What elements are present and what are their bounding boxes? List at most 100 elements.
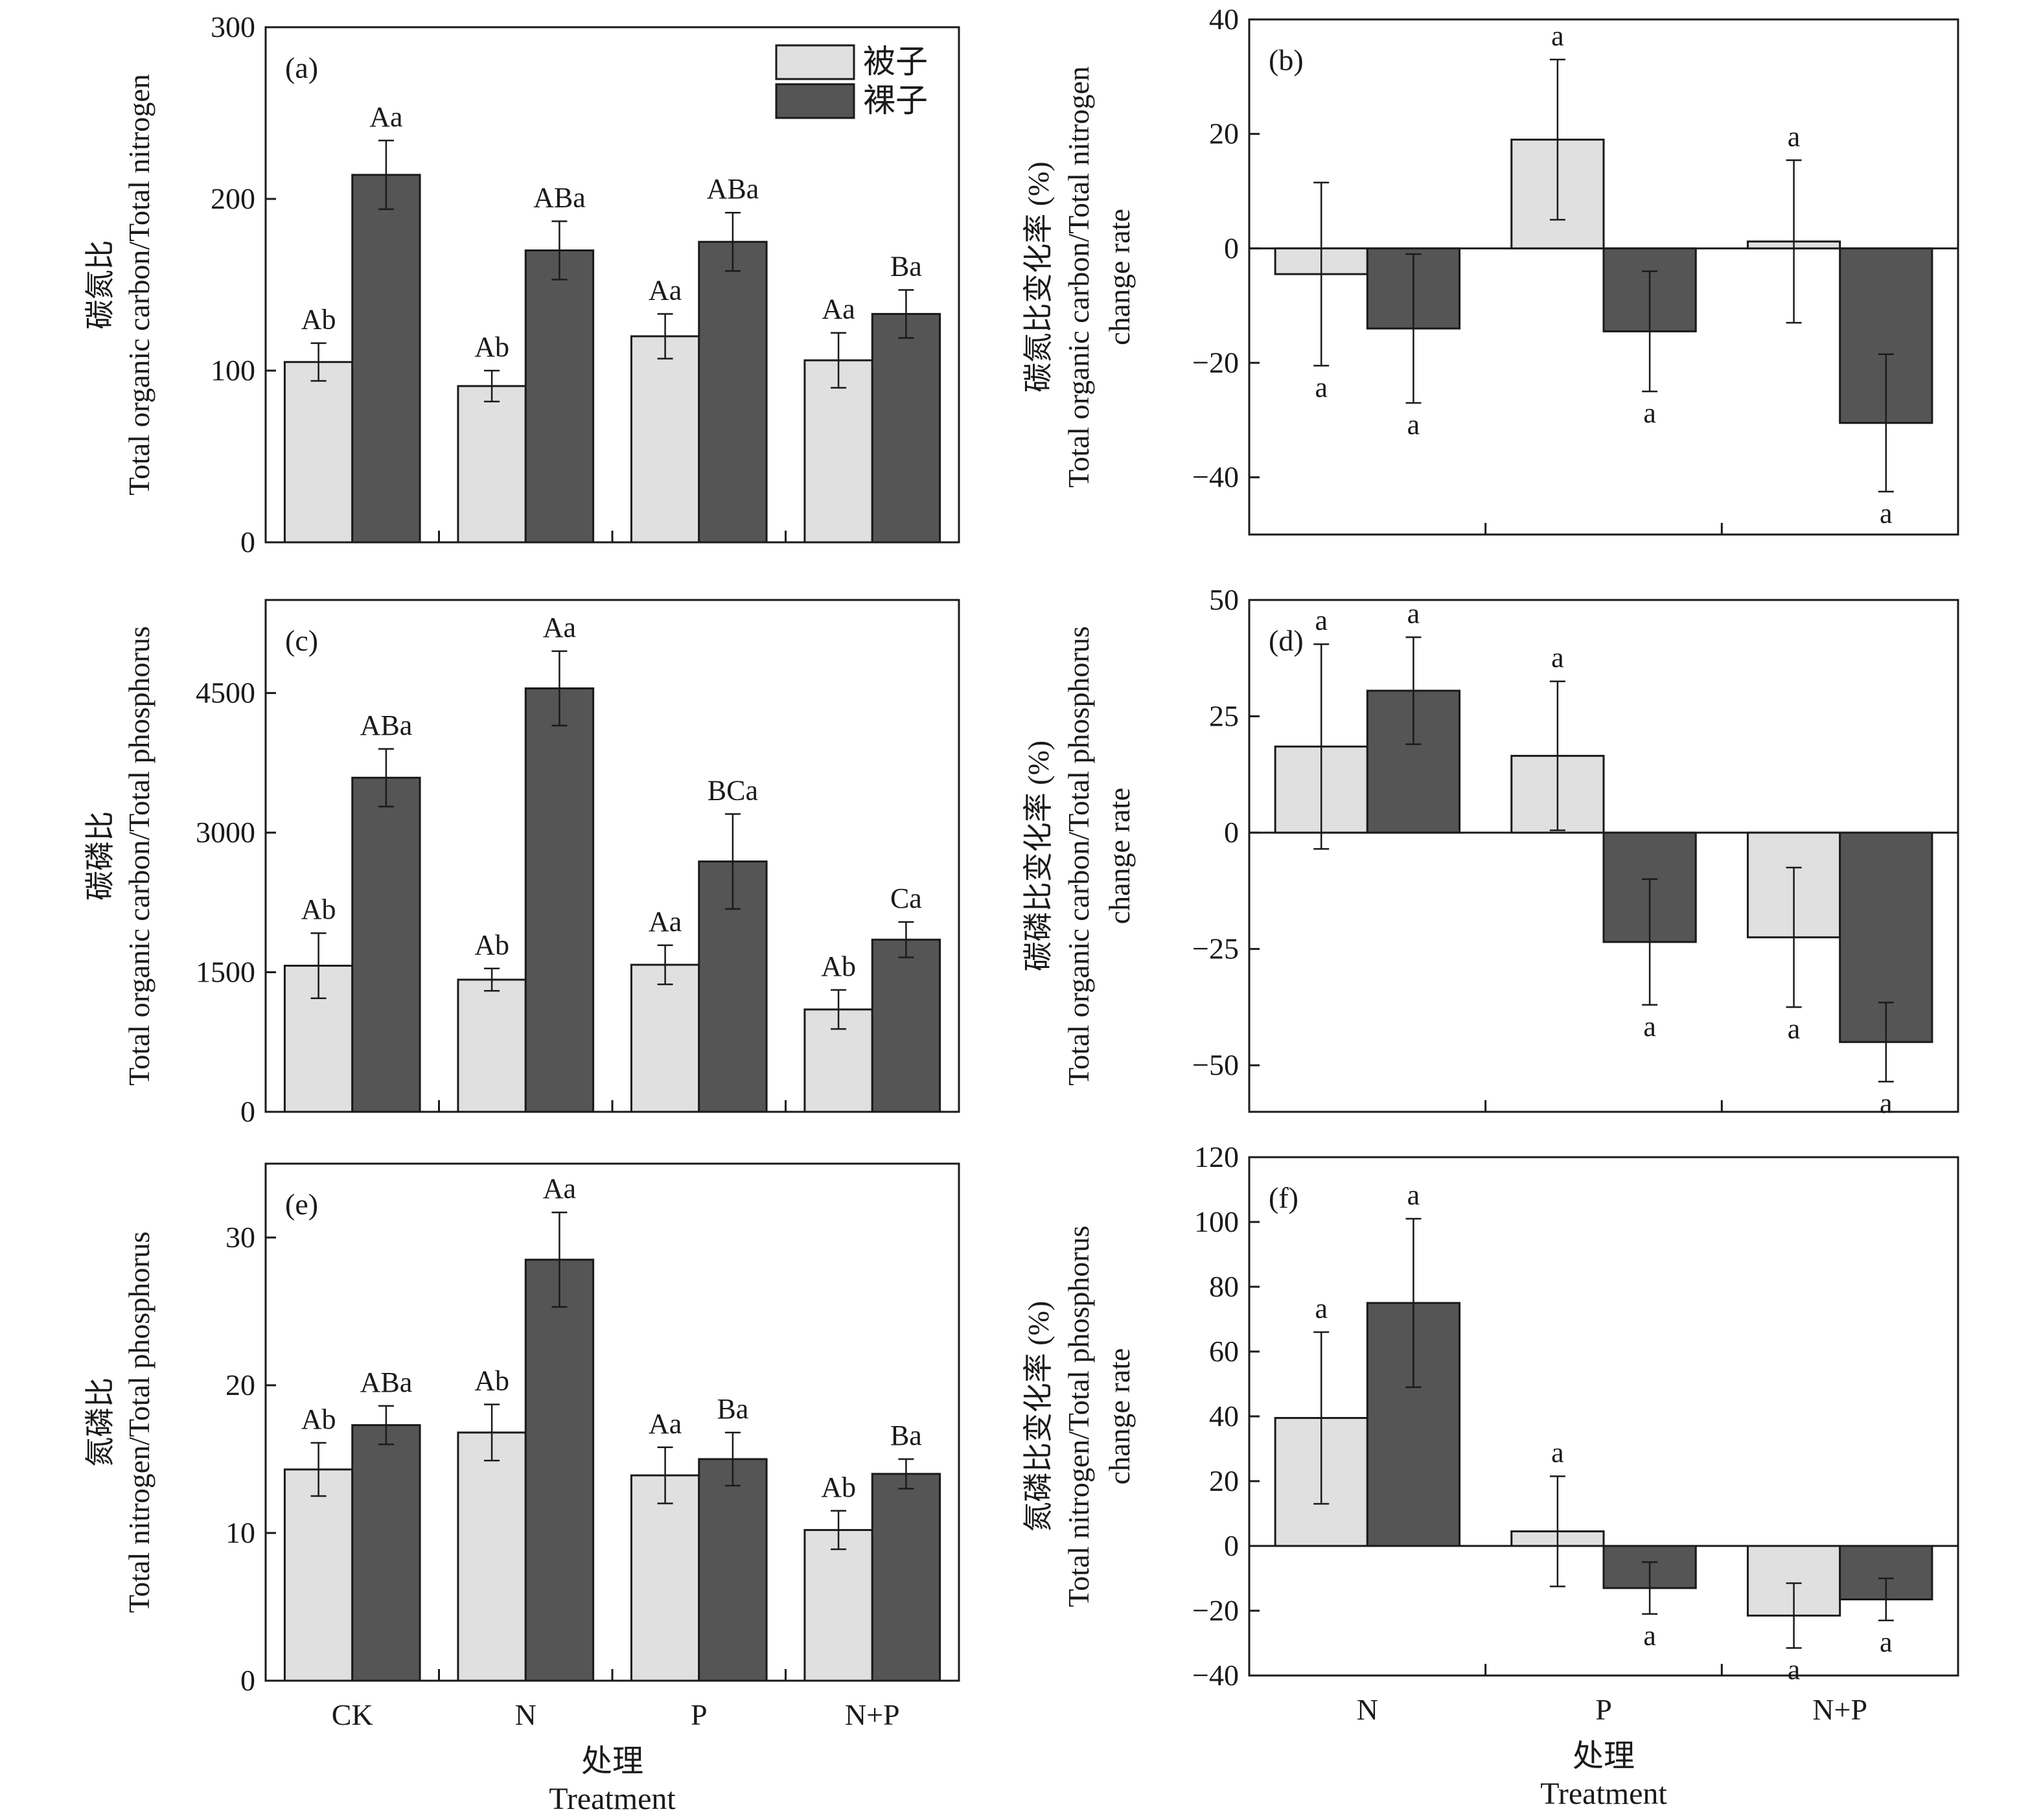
panel-a-sig-label: ABa (533, 181, 586, 213)
panel-c-ytick-label: 0 (240, 1095, 255, 1128)
panel-e-bar-gymnosperm (524, 1258, 595, 1682)
panel-e-ytick-label: 0 (240, 1664, 255, 1697)
legend-label-angiosperm: 被子 (863, 43, 928, 80)
legend-label-gymnosperm: 裸子 (863, 82, 928, 119)
panel-e-bar-angiosperm (630, 1474, 700, 1682)
panel-f-ytick-label: 20 (1209, 1464, 1239, 1497)
panel-d-sig-label: a (1788, 1013, 1801, 1044)
panel-b-ytick-label: −20 (1192, 346, 1239, 379)
panel-b-sig-label: a (1315, 371, 1328, 403)
panel-c-sig-label: Ab (474, 929, 509, 961)
legend-swatch-gymnosperm (775, 83, 855, 119)
panel-c-sig-label: Aa (649, 906, 682, 938)
panel-a-sig-label: Ba (890, 250, 922, 282)
panel-b-tag: (b) (1269, 43, 1304, 76)
panel-c-bar-gymnosperm (524, 687, 595, 1113)
panel-f-xtick-label: P (1595, 1693, 1612, 1726)
panel-a-sig-label: Aa (822, 294, 855, 325)
panel-a-bar-angiosperm (283, 361, 354, 544)
panel-d-sig-label: a (1880, 1087, 1893, 1119)
panel-b-ylabel: Total organic carbon/Total nitrogen (1062, 66, 1095, 488)
panel-c-bar-gymnosperm (871, 938, 941, 1113)
panel-a-sig-label: Ab (474, 331, 509, 363)
panel-c-sig-label: Ab (301, 893, 336, 925)
panel-e-bar-gymnosperm (698, 1458, 768, 1682)
panel-d-ytick-label: −25 (1192, 932, 1239, 965)
panel-c-ytick-label: 4500 (196, 676, 255, 709)
panel-e-sig-label: Ab (474, 1365, 509, 1397)
panel-d-frame (1248, 599, 1959, 1113)
panel-c-sig-label: Ca (890, 882, 922, 914)
panel-a-bar-gymnosperm (524, 249, 595, 544)
panel-b-sig-label: a (1788, 121, 1801, 152)
panel-c-bar-angiosperm (630, 963, 700, 1113)
panel-c-tag: (c) (285, 624, 318, 657)
panel-d-sig-label: a (1643, 1011, 1656, 1042)
panel-b-sig-label: a (1880, 498, 1893, 529)
panel-a-sig-label: Aa (649, 275, 682, 306)
panel-a-tag: (a) (285, 51, 318, 84)
panel-f-xtitle-cn: 处理 (1573, 1739, 1635, 1773)
panel-f-xtick-label: N+P (1812, 1693, 1867, 1726)
panel-f-sig-label: a (1315, 1293, 1328, 1324)
panel-e-sig-label: Ba (717, 1393, 748, 1425)
panel-e-sig-label: Aa (649, 1408, 682, 1440)
panel-c-sig-label: ABa (360, 709, 413, 741)
panel-c-sig-label: Aa (543, 612, 576, 643)
panel-b-ytick-label: −40 (1192, 461, 1239, 494)
panel-a-bar-gymnosperm (871, 313, 941, 544)
panel-a-bar-angiosperm (803, 359, 873, 544)
panel-a-ylabel: Total organic carbon/Total nitrogen (122, 74, 156, 496)
panel-d-ylabel: 碳磷比变化率 (%) (1022, 741, 1055, 971)
panel-f-ytick-label: 0 (1224, 1529, 1239, 1562)
panel-a-ytick-label: 200 (211, 182, 255, 215)
panel-c-ylabel: Total organic carbon/Total phosphorus (122, 626, 156, 1085)
panel-a-bar-gymnosperm (698, 240, 768, 544)
panel-a-sig-label: Aa (369, 101, 402, 133)
panel-e-xtick-label: N (515, 1698, 536, 1731)
panel-f-ytick-label: 120 (1194, 1140, 1239, 1173)
panel-a-bar-gymnosperm (351, 174, 421, 544)
panel-d-ytick-label: 50 (1209, 583, 1239, 616)
legend-swatch-angiosperm (775, 44, 855, 80)
panel-b-frame (1248, 18, 1959, 536)
panel-f-sig-label: a (1643, 1620, 1656, 1652)
panel-e-bar-gymnosperm (871, 1473, 941, 1682)
panel-d-sig-label: a (1315, 605, 1328, 636)
panel-b-ytick-label: 20 (1209, 117, 1239, 150)
panel-e-bar-gymnosperm (351, 1424, 421, 1682)
panel-f-xtitle-en: Treatment (1540, 1777, 1667, 1811)
panel-e-ytick-label: 10 (225, 1516, 255, 1549)
panel-b-ylabel: change rate (1103, 209, 1136, 345)
panel-b-sig-label: a (1407, 409, 1420, 441)
panel-f-ytick-label: −20 (1192, 1594, 1239, 1627)
panel-b-ytick-label: 40 (1209, 3, 1239, 36)
panel-b-ytick-label: 0 (1224, 231, 1239, 264)
panel-c-bar-angiosperm (457, 978, 527, 1113)
panel-a-sig-label: ABa (707, 173, 759, 205)
panel-b-ylabel: 碳氮比变化率 (%) (1022, 161, 1055, 392)
panel-a-ytick-label: 100 (211, 354, 255, 387)
panel-e-ytick-label: 30 (225, 1221, 255, 1254)
panel-f-ytick-label: −40 (1192, 1659, 1239, 1692)
panel-a-bar-angiosperm (630, 335, 700, 544)
panel-e-tag: (e) (285, 1188, 318, 1221)
panel-e-ytick-label: 20 (225, 1368, 255, 1401)
panel-e-sig-label: Ba (890, 1420, 922, 1451)
panel-e-ylabel: Total nitrogen/Total phosphorus (122, 1232, 156, 1613)
panel-a-sig-label: Ab (301, 304, 336, 336)
panel-f-ylabel: change rate (1103, 1348, 1136, 1485)
panel-f-tag: (f) (1269, 1181, 1298, 1214)
panel-e-xtitle-cn: 处理 (581, 1744, 643, 1779)
panel-e-xtitle-en: Treatment (549, 1782, 676, 1816)
panel-a-ytick-label: 0 (240, 525, 255, 559)
panel-a-ytick-label: 300 (211, 10, 255, 43)
panel-f-ytick-label: 60 (1209, 1335, 1239, 1368)
panel-e-xtick-label: N+P (845, 1698, 900, 1731)
panel-e-sig-label: ABa (360, 1366, 413, 1398)
panel-e-sig-label: Ab (301, 1403, 336, 1435)
panel-f-sig-label: a (1407, 1179, 1420, 1211)
panel-d-ylabel: change rate (1103, 788, 1136, 925)
